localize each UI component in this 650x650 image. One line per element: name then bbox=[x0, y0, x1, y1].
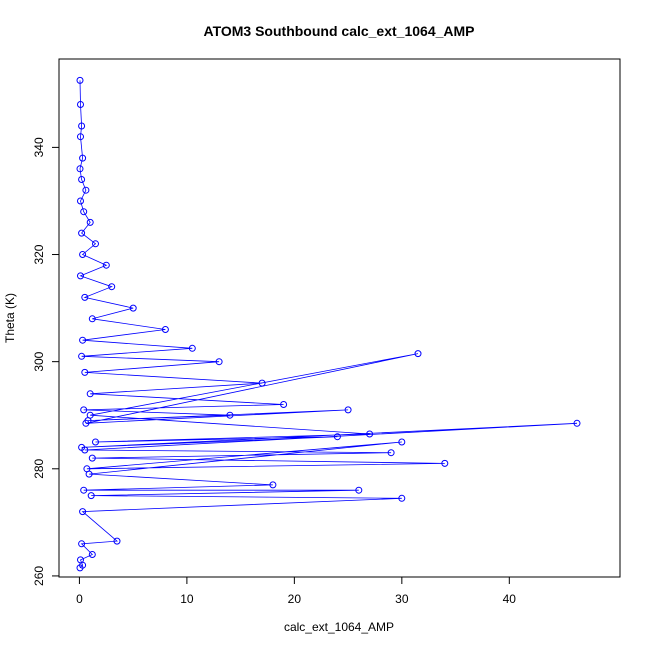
x-axis: 0 10 20 30 40 bbox=[76, 576, 517, 606]
data-point bbox=[344, 406, 352, 414]
data-point bbox=[76, 76, 84, 84]
data-point bbox=[79, 508, 87, 516]
data-point bbox=[86, 411, 94, 419]
x-tick-label: 10 bbox=[180, 592, 194, 606]
y-tick-label: 320 bbox=[32, 244, 46, 264]
x-tick-label: 40 bbox=[503, 592, 517, 606]
data-point bbox=[92, 438, 99, 446]
data-point bbox=[102, 261, 110, 269]
data-point bbox=[398, 438, 406, 446]
data-point bbox=[82, 419, 90, 427]
y-tick-label: 260 bbox=[32, 566, 46, 586]
data-point bbox=[81, 293, 89, 301]
data-point bbox=[269, 481, 277, 489]
data-point bbox=[80, 406, 88, 414]
chart-title: ATOM3 Southbound calc_ext_1064_AMP bbox=[204, 23, 475, 39]
y-tick-label: 280 bbox=[32, 458, 46, 478]
data-point bbox=[280, 401, 288, 408]
x-tick-label: 20 bbox=[288, 592, 302, 606]
data-point bbox=[188, 344, 196, 352]
data-point bbox=[88, 551, 96, 558]
data-point bbox=[85, 470, 93, 478]
y-tick-label: 300 bbox=[32, 351, 46, 371]
data-point bbox=[76, 165, 84, 173]
data-point bbox=[86, 390, 94, 398]
data-point bbox=[79, 336, 87, 344]
data-point bbox=[398, 494, 406, 502]
data-point bbox=[88, 315, 96, 323]
x-axis-label: calc_ext_1064_AMP bbox=[284, 620, 394, 634]
data-point bbox=[77, 133, 84, 141]
data-point bbox=[226, 411, 234, 419]
data-point bbox=[81, 368, 89, 376]
data-point bbox=[76, 564, 84, 572]
data-point bbox=[78, 352, 86, 360]
data-point bbox=[161, 326, 169, 333]
data-point bbox=[82, 186, 90, 194]
y-axis-label: Theta (K) bbox=[3, 293, 17, 343]
data-point bbox=[78, 176, 86, 183]
series-line bbox=[79, 80, 578, 569]
data-point bbox=[78, 229, 86, 237]
data-point bbox=[80, 208, 88, 216]
data-point bbox=[78, 540, 86, 548]
data-point bbox=[80, 486, 88, 494]
data-point bbox=[333, 433, 341, 441]
data-point bbox=[78, 122, 86, 130]
data-point bbox=[387, 449, 395, 457]
data-point bbox=[86, 218, 94, 226]
x-tick-label: 0 bbox=[76, 592, 83, 606]
data-point bbox=[87, 492, 95, 500]
data-point bbox=[366, 430, 374, 438]
data-point bbox=[77, 101, 84, 108]
y-tick-label: 340 bbox=[32, 137, 46, 157]
data-point bbox=[215, 358, 223, 366]
data-point bbox=[414, 350, 422, 358]
data-point bbox=[79, 154, 87, 162]
data-point bbox=[81, 446, 89, 454]
data-point bbox=[77, 197, 84, 205]
data-marks bbox=[76, 76, 581, 572]
y-axis: 260 280 300 320 340 bbox=[32, 137, 60, 586]
data-point bbox=[88, 454, 96, 462]
data-point bbox=[77, 272, 84, 280]
data-point bbox=[113, 537, 121, 545]
data-point bbox=[355, 486, 363, 494]
data-point bbox=[108, 283, 116, 291]
data-point bbox=[258, 379, 266, 387]
data-point bbox=[92, 240, 99, 248]
data-point bbox=[79, 251, 87, 258]
data-point bbox=[441, 459, 449, 467]
data-point bbox=[573, 419, 581, 427]
data-point bbox=[129, 304, 137, 312]
x-tick-label: 30 bbox=[395, 592, 409, 606]
